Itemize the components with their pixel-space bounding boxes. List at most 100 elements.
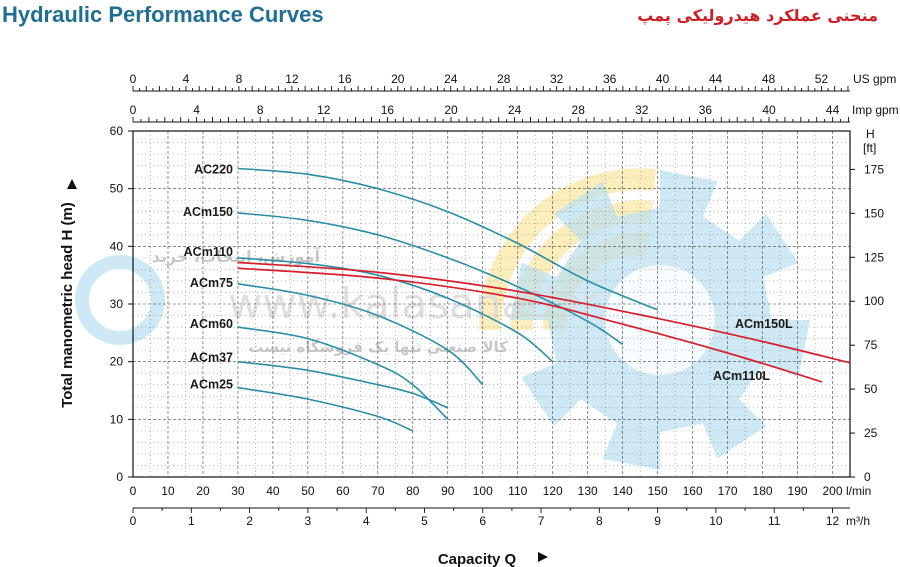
x-tick-label: 40: [266, 484, 280, 498]
series-label-acm60: ACm60: [190, 317, 233, 331]
imp-gpm-tick-label: 28: [572, 103, 586, 117]
m3h-tick-label: 4: [363, 514, 370, 528]
m3h-tick-label: 9: [654, 514, 661, 528]
m3h-tick-label: 0: [130, 514, 137, 528]
x-tick-label: 0: [130, 484, 137, 498]
x-tick-label: 140: [613, 484, 633, 498]
imp-gpm-tick-label: 44: [826, 103, 840, 117]
us-gpm-tick-label: 40: [656, 72, 670, 86]
chart-labels: AC220 ACm150 ACm110 ACm75 ACm60 ACm37 ACm25 ACm…: [183, 162, 793, 391]
x-tick-label: 50: [301, 484, 315, 498]
imp-gpm-tick-label: 24: [508, 103, 522, 117]
m3h-tick-label: 5: [421, 514, 428, 528]
imp-gpm-tick-label: 4: [193, 103, 200, 117]
y-tick-label: 50: [110, 182, 124, 196]
imp-gpm-tick-label: 8: [257, 103, 264, 117]
ft-unit-label: H: [866, 127, 875, 141]
ft-tick-label: 25: [864, 426, 878, 440]
imp-gpm-tick-label: 40: [762, 103, 776, 117]
series-label-acm110: ACm110: [184, 245, 233, 259]
ft-tick-label: 0: [864, 470, 871, 484]
curve-acm60: [237, 326, 449, 420]
us-gpm-tick-label: 24: [444, 72, 458, 86]
ft-tick-label: 175: [864, 162, 884, 176]
y-tick-label: 60: [110, 124, 124, 138]
x-tick-label: 10: [161, 484, 175, 498]
m3h-tick-label: 3: [305, 514, 312, 528]
series-label-acm110l: ACm110L: [713, 369, 770, 383]
x-tick-label: 80: [406, 484, 420, 498]
x-axis-title: Capacity Q: [438, 551, 517, 567]
chart-grid: [132, 130, 850, 478]
ft-tick-label: 125: [864, 250, 884, 264]
y-tick-label: 10: [110, 412, 124, 426]
curve-acm25: [237, 386, 414, 432]
x-tick-label: 180: [753, 484, 773, 498]
curve-acm37: [237, 360, 449, 409]
series-label-acm75: ACm75: [190, 276, 233, 290]
imp-gpm-tick-label: 12: [317, 103, 331, 117]
imp-gpm-tick-label: 16: [381, 103, 395, 117]
us-gpm-unit-label: US gpm: [853, 72, 896, 86]
x-tick-label: 70: [371, 484, 385, 498]
ft-unit-label: [ft]: [863, 141, 876, 155]
x-tick-label: 110: [508, 484, 527, 498]
x-unit-label: l/min: [846, 484, 871, 498]
series-label-acm37: ACm37: [190, 351, 233, 365]
x-tick-label: 150: [648, 484, 668, 498]
series-label-acm150l: ACm150L: [735, 317, 793, 331]
curve-ac220: [237, 167, 658, 311]
imp-gpm-tick-label: 20: [444, 103, 458, 117]
us-gpm-tick-label: 48: [762, 72, 776, 86]
curve-acm150l: [237, 261, 851, 364]
series-label-acm25: ACm25: [190, 378, 233, 392]
x-tick-label: 90: [441, 484, 455, 498]
y-tick-label: 0: [116, 470, 123, 484]
x-tick-label: 100: [473, 484, 493, 498]
us-gpm-tick-label: 52: [815, 72, 829, 86]
series-label-ac220: AC220: [194, 162, 233, 176]
ft-tick-label: 75: [864, 338, 878, 352]
page-title: Hydraulic Performance Curves: [2, 2, 324, 27]
curve-acm110: [237, 257, 554, 363]
us-gpm-tick-label: 32: [550, 72, 564, 86]
chart-curves: [237, 167, 851, 432]
m3h-tick-label: 6: [479, 514, 486, 528]
us-gpm-tick-label: 44: [709, 72, 723, 86]
m3h-tick-label: 8: [596, 514, 603, 528]
x-tick-label: 170: [718, 484, 738, 498]
x-tick-label: 160: [683, 484, 703, 498]
curve-acm75: [237, 283, 484, 386]
us-gpm-tick-label: 0: [130, 72, 137, 86]
watermark-url: www.kalasanati.ir: [228, 279, 598, 328]
ft-tick-label: 150: [864, 206, 884, 220]
x-tick-label: 30: [231, 484, 245, 498]
us-gpm-tick-label: 16: [338, 72, 352, 86]
watermark-arc: [478, 168, 657, 331]
x-axis-arrow-icon: [538, 552, 548, 562]
m3h-unit-label: m³/h: [846, 514, 870, 528]
curve-acm110l: [237, 267, 823, 383]
us-gpm-tick-label: 36: [603, 72, 617, 86]
x-tick-label: 20: [196, 484, 210, 498]
y-axis-arrow-icon: [67, 179, 77, 189]
series-label-acm150: ACm150: [183, 205, 233, 219]
us-gpm-tick-label: 12: [285, 72, 299, 86]
us-gpm-tick-label: 4: [183, 72, 190, 86]
x-tick-label: 190: [788, 484, 808, 498]
m3h-tick-label: 7: [538, 514, 545, 528]
m3h-tick-label: 2: [246, 514, 253, 528]
m3h-tick-label: 1: [188, 514, 195, 528]
m3h-tick-label: 11: [768, 514, 781, 528]
us-gpm-tick-label: 28: [497, 72, 511, 86]
x-tick-label: 120: [543, 484, 563, 498]
curve-acm150: [237, 212, 624, 346]
ft-tick-label: 50: [864, 382, 878, 396]
imp-gpm-tick-label: 32: [635, 103, 649, 117]
m3h-tick-label: 10: [709, 514, 723, 528]
imp-gpm-tick-label: 36: [699, 103, 713, 117]
watermark-logo-icon: [75, 255, 165, 345]
y-tick-label: 40: [110, 239, 124, 253]
